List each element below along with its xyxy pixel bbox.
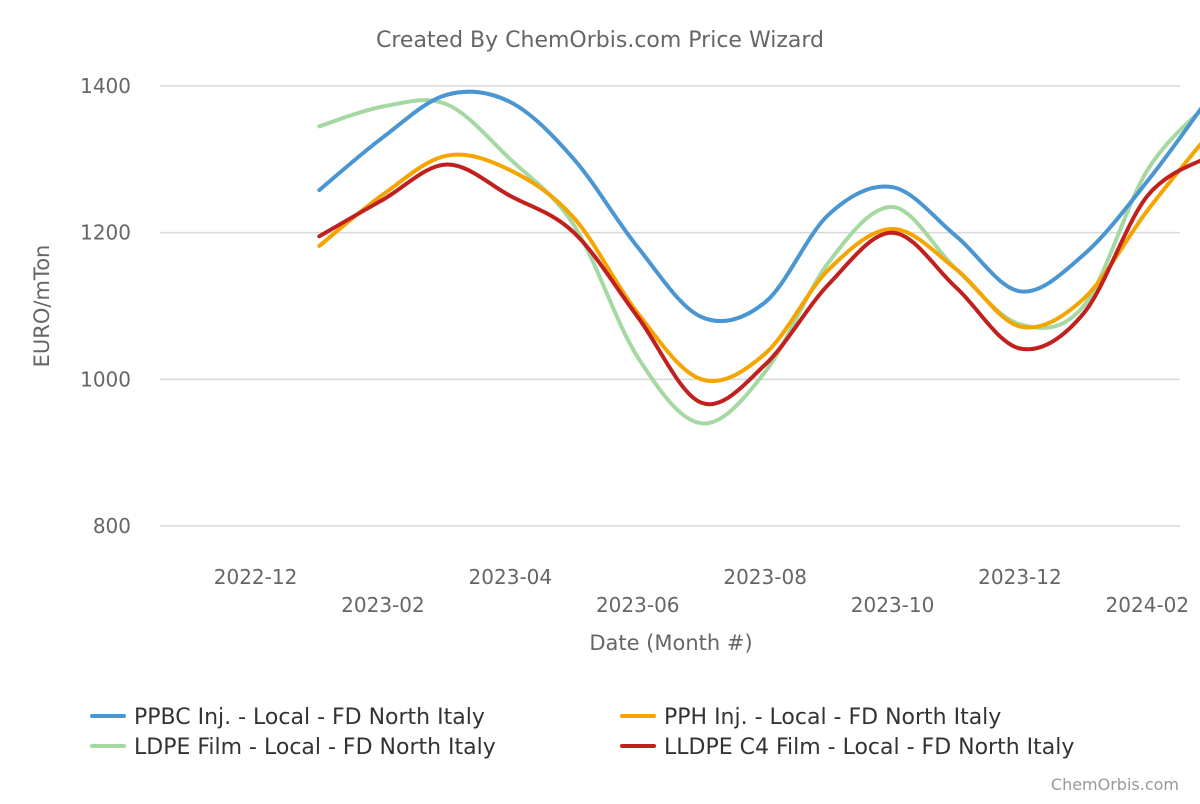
legend-item-label[interactable]: LDPE Film - Local - FD North Italy [134,735,496,760]
legend-item-label[interactable]: PPBC Inj. - Local - FD North Italy [134,705,485,730]
y-tick-label: 800 [93,514,131,538]
x-tick-label: 2023-04 [469,565,553,589]
y-tick-label: 1200 [80,221,131,245]
series-line-1 [317,89,1200,324]
x-tick-label: 2023-08 [723,565,807,589]
x-tick-label: 2023-12 [978,565,1062,589]
x-axis-ticks: 2022-12 2023-02 2023-04 2023-06 2023-08 2023-… [214,565,1189,617]
series-lines [317,89,1200,426]
series-line-2 [317,141,1200,383]
x-tick-label: 2023-06 [596,593,680,617]
y-axis-label: EURO/mTon [30,245,54,368]
x-tick-label: 2022-12 [214,565,298,589]
series-line-3 [317,98,1200,426]
chart-title: Created By ChemOrbis.com Price Wizard [376,28,824,53]
x-tick-label: 2024-02 [1106,593,1190,617]
y-tick-label: 1400 [80,74,131,98]
gridlines [160,85,1180,527]
series-line-4 [317,158,1200,407]
legend[interactable]: PPBC Inj. - Local - FD North Italy PPH In… [90,705,1074,760]
legend-item-label[interactable]: PPH Inj. - Local - FD North Italy [664,705,1001,730]
y-axis-ticks: 800 1000 1200 1400 [80,74,131,538]
x-axis-label: Date (Month #) [589,631,752,655]
legend-item-label[interactable]: LLDPE C4 Film - Local - FD North Italy [664,735,1074,760]
y-tick-label: 1000 [80,367,131,391]
credit-text: ChemOrbis.com [1051,775,1179,794]
x-tick-label: 2023-02 [341,593,425,617]
x-tick-label: 2023-10 [851,593,935,617]
